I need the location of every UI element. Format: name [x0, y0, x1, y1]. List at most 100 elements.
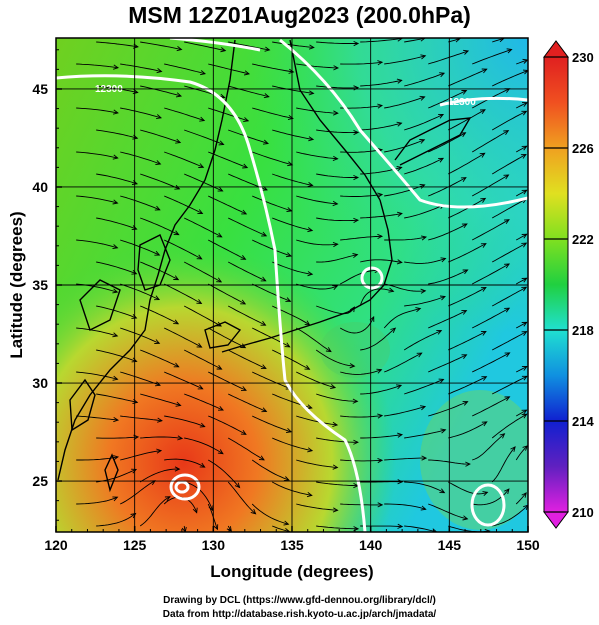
streamline: [340, 194, 383, 197]
streamline-arrow: [377, 502, 384, 508]
credit-data: Data from http://database.rish.kyoto-u.a…: [162, 609, 437, 620]
streamline-arrow: [440, 257, 447, 263]
x-tick-label: 130: [202, 537, 226, 553]
streamline: [164, 107, 205, 122]
streamline: [207, 459, 240, 488]
streamline-arrow: [307, 447, 314, 453]
streamline-arrow: [460, 132, 467, 138]
streamline: [515, 445, 528, 461]
streamline-arrow: [396, 259, 403, 265]
streamline-arrow: [175, 401, 182, 407]
streamline: [272, 349, 310, 370]
x-axis-ticks: 120 125 130 135 140 145 150: [44, 526, 540, 553]
streamline: [252, 151, 293, 166]
streamline: [471, 219, 510, 241]
streamline: [96, 41, 138, 48]
streamline: [428, 90, 467, 109]
streamline-arrow: [480, 331, 487, 336]
chart-title: MSM 12Z01Aug2023 (200.0hPa): [128, 2, 471, 28]
streamline-arrow: [521, 277, 528, 283]
streamline-arrow: [243, 117, 250, 123]
streamline-arrow: [377, 192, 384, 198]
streamline: [76, 415, 119, 421]
streamline-arrow: [510, 446, 516, 452]
streamline: [183, 349, 222, 370]
streamline: [428, 269, 468, 285]
streamline: [164, 327, 202, 348]
streamline-arrow: [531, 526, 536, 530]
streamline-arrow: [521, 242, 528, 248]
streamline: [360, 79, 402, 87]
streamline: [384, 236, 427, 241]
streamline-arrow: [112, 199, 119, 205]
streamline-arrow: [130, 512, 137, 519]
streamline-arrow: [377, 60, 384, 66]
streamline: [164, 371, 203, 390]
streamline-arrow: [173, 319, 180, 325]
streamline-arrow: [531, 306, 536, 310]
streamline: [360, 384, 402, 395]
streamline: [251, 459, 290, 481]
streamline: [384, 352, 422, 373]
streamline-arrow: [397, 479, 404, 485]
streamline-arrow: [250, 508, 257, 515]
streamline-arrow: [196, 254, 203, 260]
streamline: [227, 305, 266, 326]
streamline-arrow: [330, 383, 337, 389]
streamline: [472, 488, 510, 506]
streamline: [428, 50, 469, 65]
streamline-arrow: [240, 430, 247, 435]
streamline: [227, 349, 267, 369]
streamline: [296, 63, 339, 69]
streamline: [208, 63, 250, 75]
streamline: [516, 59, 528, 65]
streamline: [384, 96, 425, 109]
streamline: [360, 122, 402, 131]
streamline: [252, 195, 292, 212]
streamline-arrow: [175, 92, 183, 98]
streamline-arrow: [112, 288, 119, 294]
streamline: [340, 61, 383, 65]
streamline-arrow: [480, 197, 487, 203]
streamline-arrow: [263, 93, 270, 99]
streamline-arrow: [463, 49, 470, 55]
streamline: [296, 415, 338, 426]
streamline: [339, 270, 380, 285]
x-axis-label: Longitude (degrees): [210, 562, 373, 581]
streamline-arrow: [419, 139, 426, 144]
streamline-arrow: [262, 139, 269, 145]
streamline: [120, 283, 160, 301]
streamline: [140, 129, 181, 144]
streamline: [383, 308, 421, 329]
streamline: [252, 107, 293, 119]
streamline: [207, 239, 246, 260]
streamline-arrow: [113, 455, 120, 461]
streamline: [184, 393, 224, 411]
streamline-arrow: [421, 235, 428, 241]
streamline-arrow: [397, 523, 404, 529]
streamline-arrow: [234, 482, 241, 489]
streamline: [472, 433, 505, 461]
streamline: [208, 195, 247, 215]
streamline: [252, 371, 291, 390]
streamline-arrow: [304, 365, 311, 370]
streamline: [76, 107, 118, 114]
colorbar-bottom-arrow: [543, 511, 569, 529]
streamline-arrow: [504, 488, 510, 495]
streamline-arrow: [332, 285, 339, 291]
streamline-arrow: [532, 482, 537, 487]
streamline-arrow: [377, 233, 384, 239]
streamline: [448, 198, 486, 219]
streamline-arrow: [396, 121, 403, 127]
streamline: [404, 481, 445, 494]
streamline: [296, 283, 338, 290]
streamline: [491, 375, 528, 395]
streamline-arrow: [523, 504, 528, 511]
streamline-arrow: [244, 70, 250, 76]
streamline: [164, 458, 205, 468]
streamline-arrow: [439, 488, 446, 494]
streamline-arrow: [113, 417, 120, 423]
streamline: [448, 243, 487, 263]
streamline: [316, 393, 358, 402]
streamline-arrow: [503, 219, 510, 225]
